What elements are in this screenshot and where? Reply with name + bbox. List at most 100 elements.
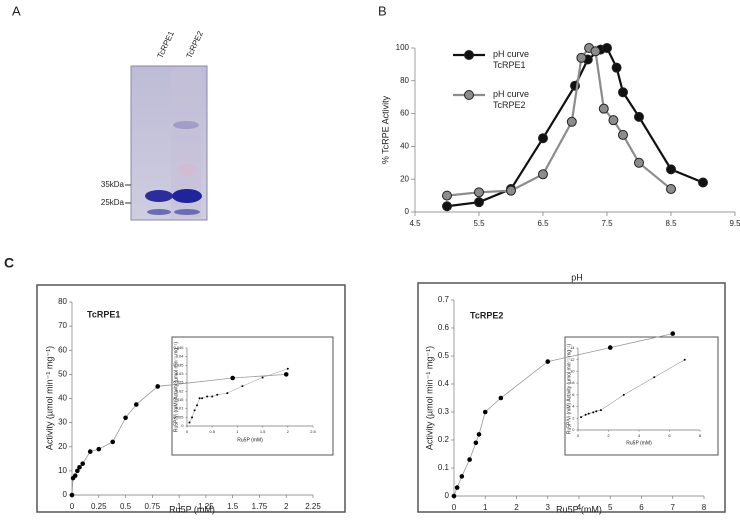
y-tick-label: 14 xyxy=(570,345,575,350)
legend-label: pH curve TcRPE1 xyxy=(493,49,530,70)
data-point xyxy=(442,201,452,212)
y-tick-label: 8 xyxy=(572,380,575,385)
data-point xyxy=(226,392,229,395)
data-point xyxy=(666,184,676,195)
x-tick-label: 0.5 xyxy=(209,429,215,434)
data-point xyxy=(286,367,289,370)
x-tick-label: 4 xyxy=(638,433,641,438)
data-point xyxy=(75,468,80,474)
data-point xyxy=(482,409,488,415)
data-point xyxy=(155,384,160,389)
x-tick-label: 1 xyxy=(483,503,488,512)
data-point xyxy=(622,393,625,396)
data-point xyxy=(476,432,482,437)
x-tick-label: 1.25 xyxy=(198,502,214,511)
y-tick-label: 80 xyxy=(400,76,409,85)
x-tick-label: 4 xyxy=(577,503,582,512)
y-tick-label: 20 xyxy=(58,442,67,451)
legend-label: pH curve TcRPE2 xyxy=(493,89,530,110)
x-tick-label: 1 xyxy=(236,429,239,434)
data-point xyxy=(611,62,622,73)
data-point xyxy=(584,413,587,416)
x-tick-label: 2 xyxy=(287,429,290,434)
data-point xyxy=(683,358,686,361)
x-tick-label: 2 xyxy=(607,433,610,438)
data-point xyxy=(196,404,199,407)
data-point xyxy=(77,464,82,470)
y-tick-label: 60 xyxy=(58,345,67,354)
y-tick-label: 0.045 xyxy=(173,345,184,350)
series-line xyxy=(446,46,672,197)
data-point xyxy=(87,449,93,454)
x-tick-label: 6 xyxy=(639,503,644,512)
x-tick-label: 4.5 xyxy=(409,219,421,228)
x-tick-label: 2 xyxy=(284,502,289,511)
y-tick-label: 2 xyxy=(572,415,575,420)
data-point xyxy=(230,375,235,381)
data-point xyxy=(241,385,244,388)
x-axis-label: pH xyxy=(571,272,583,282)
data-point xyxy=(618,87,628,98)
x-tick-label: 8 xyxy=(699,433,702,438)
y-tick-label: 0.02 xyxy=(176,388,185,393)
x-tick-label: 2.5 xyxy=(310,429,316,434)
legend-marker xyxy=(464,50,474,60)
data-point xyxy=(608,115,619,126)
x-tick-label: 7.5 xyxy=(601,219,613,228)
data-point xyxy=(96,446,102,452)
y-axis-label: Ru5P/Vi (mM) Activity (µmol min⁻¹ mg⁻¹) xyxy=(566,344,572,435)
marker-label: 35kDa xyxy=(101,180,125,189)
data-point xyxy=(201,397,204,400)
x-tick-label: 1.5 xyxy=(227,502,239,511)
data-point xyxy=(576,52,587,63)
data-point xyxy=(80,461,86,466)
y-tick-label: 0.2 xyxy=(438,435,450,444)
y-tick-label: 50 xyxy=(58,369,67,378)
data-point xyxy=(206,395,209,398)
data-point xyxy=(133,402,139,407)
x-tick-label: 8.5 xyxy=(665,219,677,228)
chart-title: TcRPE2 xyxy=(470,310,503,320)
x-axis-label: Ru5P (mM) xyxy=(626,440,652,446)
x-tick-label: 9.5 xyxy=(729,219,740,228)
chart-title: TcRPE1 xyxy=(87,309,120,319)
y-tick-label: 70 xyxy=(58,321,67,330)
legend-marker xyxy=(464,90,474,100)
data-point xyxy=(451,493,457,499)
data-point xyxy=(602,43,612,53)
data-point xyxy=(634,157,644,168)
data-point xyxy=(442,190,452,201)
data-point xyxy=(459,474,465,479)
data-point xyxy=(538,169,548,180)
marker-label: 25kDa xyxy=(101,198,125,207)
gel-band xyxy=(145,190,173,202)
y-tick-label: 12 xyxy=(570,357,575,362)
y-tick-label: 0.5 xyxy=(438,351,450,360)
data-point xyxy=(592,411,595,414)
data-point xyxy=(454,485,460,490)
y-tick-label: 0.025 xyxy=(173,380,184,385)
y-tick-label: 30 xyxy=(58,418,67,427)
y-tick-label: 0.01 xyxy=(176,406,185,411)
data-point xyxy=(666,164,676,175)
y-tick-label: 0.4 xyxy=(438,379,450,388)
data-point xyxy=(110,439,116,445)
data-point xyxy=(283,372,289,377)
gel-band xyxy=(173,121,199,129)
data-point xyxy=(590,46,601,57)
data-point xyxy=(545,359,551,364)
panel-label: C xyxy=(4,255,14,271)
data-point xyxy=(216,393,219,396)
gel-band xyxy=(177,164,197,176)
x-tick-label: 0.25 xyxy=(91,502,107,511)
y-tick-label: 0 xyxy=(445,491,450,500)
data-point xyxy=(538,133,548,144)
inset-frame xyxy=(564,336,719,456)
y-tick-label: 0.035 xyxy=(173,362,184,367)
data-point xyxy=(198,397,201,400)
data-point xyxy=(607,345,613,350)
y-axis-label: Activity (µmol min⁻¹ mg⁻¹) xyxy=(44,346,54,450)
data-point xyxy=(191,416,194,419)
